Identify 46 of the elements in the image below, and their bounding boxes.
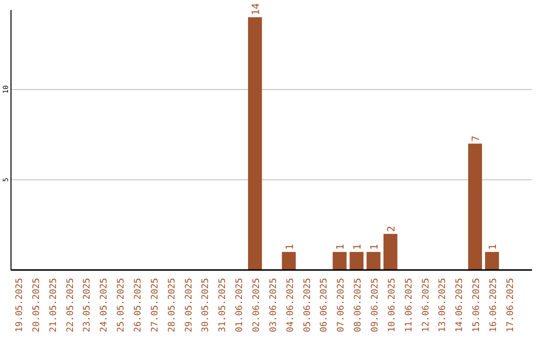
x-tick-label: 24.05.2025 xyxy=(100,278,110,332)
data-label: 1 xyxy=(284,244,296,250)
bar xyxy=(366,252,380,270)
bar xyxy=(383,234,398,270)
x-tick-label: 09.06.2025 xyxy=(370,278,380,332)
x-tick-label: 26.05.2025 xyxy=(133,278,144,332)
x-tick-label: 14.06.2025 xyxy=(455,278,466,332)
x-tick-label: 01.06.2025 xyxy=(235,278,246,332)
bar xyxy=(468,144,482,270)
data-label: 7 xyxy=(471,136,482,142)
x-tick-label: 27.05.2025 xyxy=(150,278,160,332)
x-tick-label: 05.06.2025 xyxy=(302,278,313,332)
data-label: 1 xyxy=(352,244,364,250)
x-tick-label: 04.06.2025 xyxy=(286,278,296,332)
bar xyxy=(248,17,262,270)
x-tick-label: 25.05.2025 xyxy=(116,278,127,332)
x-tick-label: 20.05.2025 xyxy=(32,278,42,332)
x-tick-label: 22.05.2025 xyxy=(66,278,76,332)
x-tick-label: 21.05.2025 xyxy=(48,278,59,332)
x-tick-label: 13.06.2025 xyxy=(438,278,448,332)
bar xyxy=(485,252,499,270)
x-tick-label: 10.06.2025 xyxy=(387,278,398,332)
data-label: 2 xyxy=(386,226,398,232)
data-label: 14 xyxy=(250,3,262,16)
x-tick-label: 03.06.2025 xyxy=(268,278,279,332)
x-tick-label: 12.06.2025 xyxy=(421,278,432,332)
x-tick-label: 31.05.2025 xyxy=(218,278,228,332)
x-tick-label: 15.06.2025 xyxy=(472,278,482,332)
x-tick-label: 07.06.2025 xyxy=(336,278,347,332)
x-tick-label: 28.05.2025 xyxy=(167,278,178,332)
data-label: 1 xyxy=(488,244,500,250)
x-tick-label: 08.06.2025 xyxy=(354,278,364,332)
data-label: 1 xyxy=(369,244,380,250)
x-tick-label: 11.06.2025 xyxy=(404,278,414,332)
bar xyxy=(282,252,296,270)
x-tick-label: 30.05.2025 xyxy=(201,278,212,332)
x-tick-label: 16.06.2025 xyxy=(489,278,500,332)
x-tick-label: 29.05.2025 xyxy=(184,278,194,332)
data-label: 1 xyxy=(336,244,347,250)
bar xyxy=(332,252,347,270)
bar xyxy=(350,252,364,270)
x-tick-label: 06.06.2025 xyxy=(320,278,330,332)
x-tick-label: 17.06.2025 xyxy=(506,278,516,332)
x-tick-label: 23.05.2025 xyxy=(82,278,93,332)
x-tick-label: 19.05.2025 xyxy=(14,278,25,332)
x-tick-label: 02.06.2025 xyxy=(252,278,262,332)
